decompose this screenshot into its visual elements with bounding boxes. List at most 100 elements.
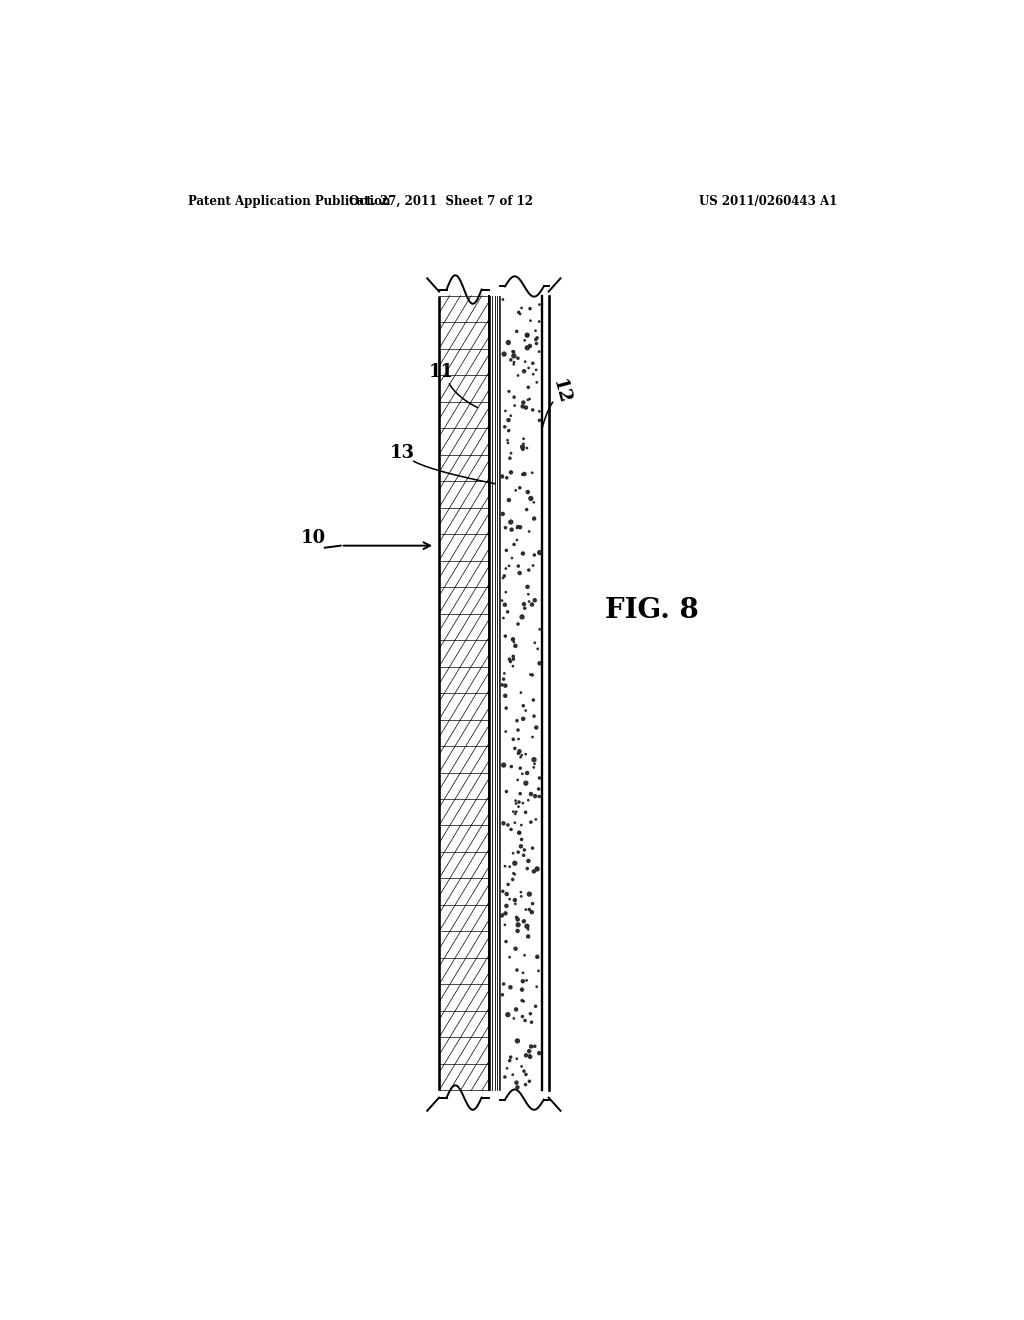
Point: [515, 463, 531, 484]
Point: [495, 880, 511, 902]
Point: [510, 516, 526, 537]
Point: [515, 696, 531, 717]
Point: [498, 721, 514, 742]
Point: [515, 709, 531, 730]
Point: [516, 463, 532, 484]
Point: [509, 920, 525, 941]
Point: [512, 516, 528, 537]
Point: [504, 630, 520, 651]
Point: [531, 312, 548, 333]
Point: [531, 1043, 548, 1064]
Point: [528, 372, 545, 393]
Point: [522, 310, 539, 331]
Point: [531, 401, 548, 422]
Point: [510, 842, 526, 863]
Point: [512, 747, 528, 768]
Point: [528, 977, 545, 998]
Point: [520, 925, 537, 946]
Point: [517, 801, 534, 822]
Point: [507, 395, 523, 416]
Point: [515, 428, 531, 449]
Point: [498, 400, 514, 421]
Point: [513, 836, 529, 857]
Point: [529, 327, 546, 348]
Point: [517, 899, 534, 920]
Point: [506, 351, 522, 372]
Point: [499, 895, 515, 916]
Point: [496, 668, 512, 689]
Point: [525, 861, 542, 882]
Point: [496, 607, 512, 628]
Point: [519, 338, 536, 359]
Point: [518, 772, 535, 793]
Point: [518, 970, 535, 991]
Point: [510, 719, 526, 741]
Point: [528, 717, 545, 738]
Point: [499, 467, 515, 488]
Point: [503, 818, 519, 840]
Point: [519, 858, 536, 879]
Point: [524, 352, 541, 374]
Point: [504, 548, 520, 569]
Point: [508, 939, 524, 960]
Point: [509, 321, 525, 342]
Point: [500, 814, 516, 836]
Point: [515, 962, 531, 983]
Point: [513, 682, 529, 704]
Point: [525, 756, 542, 777]
Point: [520, 850, 537, 871]
Point: [503, 442, 519, 463]
Point: [500, 429, 516, 450]
Point: [522, 784, 539, 805]
Point: [512, 478, 528, 499]
Point: [526, 1036, 543, 1057]
Point: [515, 792, 531, 813]
Point: [499, 781, 515, 803]
Point: [501, 420, 517, 441]
Point: [516, 1060, 532, 1081]
Point: [498, 903, 514, 924]
Point: [529, 946, 546, 968]
Point: [529, 639, 546, 660]
Point: [505, 645, 521, 667]
Point: [496, 973, 512, 994]
Point: [525, 750, 542, 771]
Point: [497, 915, 513, 936]
Point: [515, 991, 531, 1012]
Point: [499, 540, 515, 561]
Point: [531, 785, 548, 807]
Point: [517, 1074, 534, 1096]
Point: [531, 653, 548, 675]
Point: [521, 1044, 538, 1065]
Point: [514, 396, 530, 417]
Point: [494, 675, 510, 696]
Point: [494, 466, 510, 487]
Point: [516, 360, 532, 381]
Point: [519, 437, 536, 458]
Point: [500, 433, 516, 454]
Text: 12: 12: [549, 378, 572, 407]
Point: [513, 814, 529, 836]
Point: [522, 1047, 539, 1068]
Point: [499, 883, 515, 904]
Point: [519, 325, 536, 346]
Point: [527, 329, 544, 350]
Point: [502, 648, 518, 669]
Point: [517, 700, 534, 721]
Point: [507, 853, 523, 874]
Point: [518, 1045, 535, 1067]
Point: [521, 388, 538, 409]
Point: [531, 543, 548, 564]
Point: [516, 945, 532, 966]
Point: [502, 888, 518, 909]
Point: [517, 351, 534, 372]
Point: [511, 822, 527, 843]
Point: [514, 606, 530, 627]
Point: [522, 812, 539, 833]
Point: [505, 863, 521, 884]
Point: [511, 302, 527, 323]
Point: [521, 521, 538, 543]
Point: [507, 894, 523, 915]
Point: [524, 462, 541, 483]
Point: [505, 648, 521, 669]
